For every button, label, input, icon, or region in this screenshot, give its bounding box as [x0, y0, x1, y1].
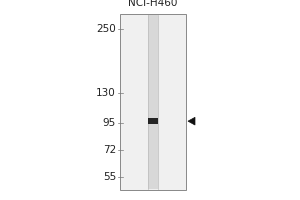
Polygon shape: [188, 117, 195, 125]
Bar: [148, 15, 158, 189]
Text: 250: 250: [96, 24, 116, 34]
Text: 72: 72: [103, 145, 116, 155]
Text: 55: 55: [103, 172, 116, 182]
Text: NCI-H460: NCI-H460: [128, 0, 178, 8]
Bar: [120, 14, 186, 190]
Text: 130: 130: [96, 88, 116, 98]
Bar: [148, 118, 158, 124]
Text: 95: 95: [103, 118, 116, 128]
